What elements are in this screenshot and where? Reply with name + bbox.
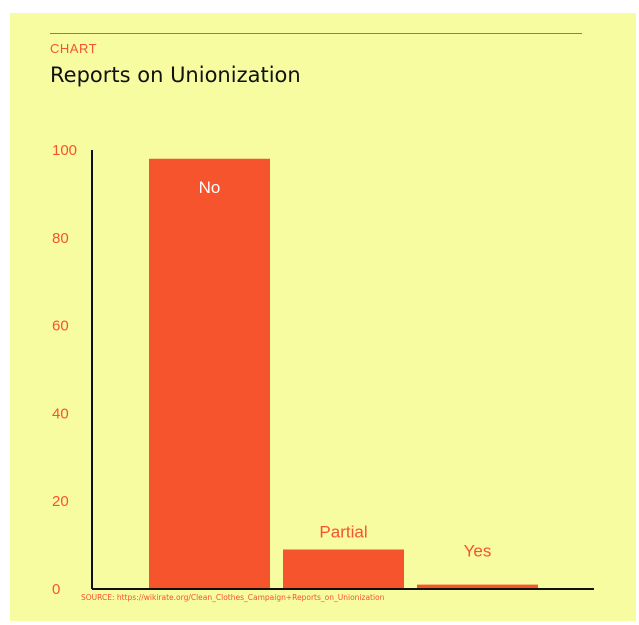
y-tick-label: 0 [52, 581, 60, 598]
bar-yes [417, 584, 538, 589]
y-tick-label: 40 [52, 405, 69, 422]
chart-kicker: CHART [50, 41, 98, 56]
bar-label-yes: Yes [464, 542, 492, 561]
chart-card [10, 13, 636, 621]
header-rule [50, 33, 582, 34]
y-tick-label: 100 [52, 142, 77, 159]
bar-partial [283, 549, 404, 589]
bar-no [149, 158, 270, 589]
source-note: SOURCE: https://wikirate.org/Clean_Cloth… [81, 593, 385, 602]
y-tick-label: 20 [52, 493, 69, 510]
chart-title: Reports on Unionization [50, 63, 301, 87]
bar-label-no: No [199, 178, 221, 197]
y-tick-label: 60 [52, 318, 69, 335]
y-tick-label: 80 [52, 230, 69, 247]
bar-label-partial: Partial [319, 522, 367, 541]
